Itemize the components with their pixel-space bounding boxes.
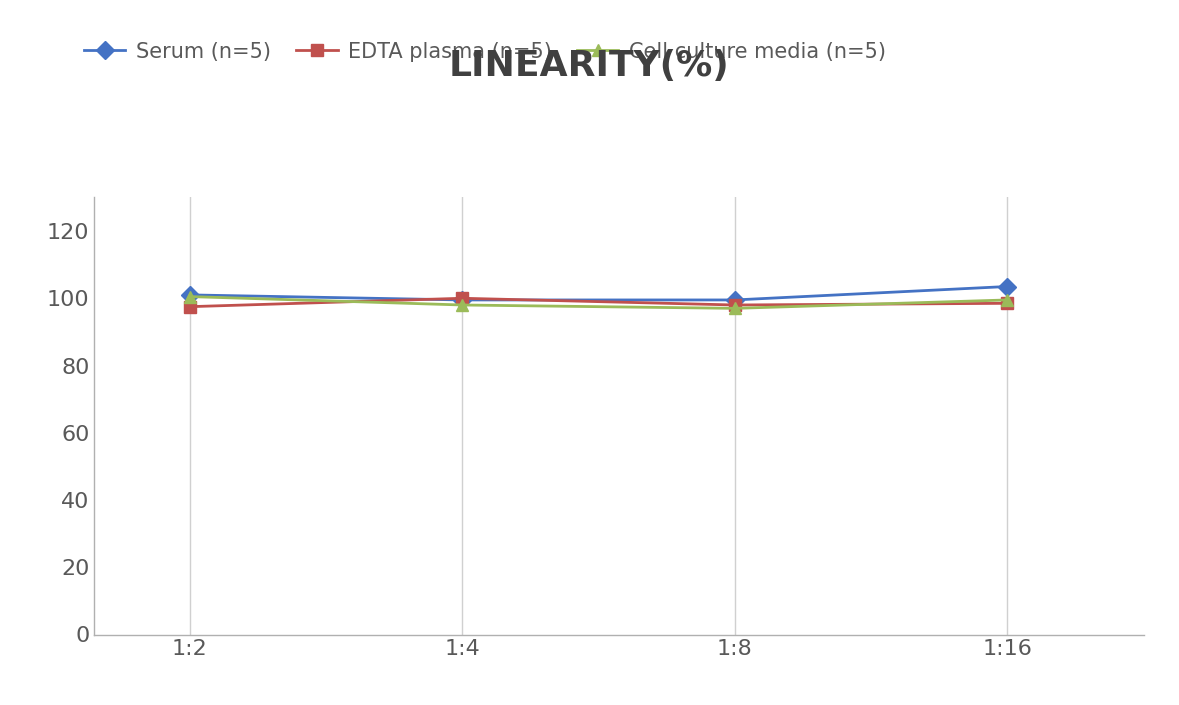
Cell culture media (n=5): [1000, 295, 1014, 304]
EDTA plasma (n=5): [183, 302, 197, 311]
EDTA plasma (n=5): [1000, 299, 1014, 307]
Line: EDTA plasma (n=5): EDTA plasma (n=5): [184, 292, 1014, 313]
Cell culture media (n=5): [727, 304, 742, 312]
Serum (n=5): [727, 295, 742, 304]
Cell culture media (n=5): [183, 293, 197, 301]
EDTA plasma (n=5): [455, 294, 469, 302]
Legend: Serum (n=5), EDTA plasma (n=5), Cell culture media (n=5): Serum (n=5), EDTA plasma (n=5), Cell cul…: [84, 42, 885, 62]
Serum (n=5): [1000, 282, 1014, 290]
EDTA plasma (n=5): [727, 301, 742, 309]
Cell culture media (n=5): [455, 301, 469, 309]
Serum (n=5): [455, 295, 469, 304]
Text: LINEARITY(%): LINEARITY(%): [449, 49, 730, 83]
Line: Cell culture media (n=5): Cell culture media (n=5): [184, 290, 1014, 314]
Line: Serum (n=5): Serum (n=5): [184, 281, 1014, 306]
Serum (n=5): [183, 290, 197, 299]
